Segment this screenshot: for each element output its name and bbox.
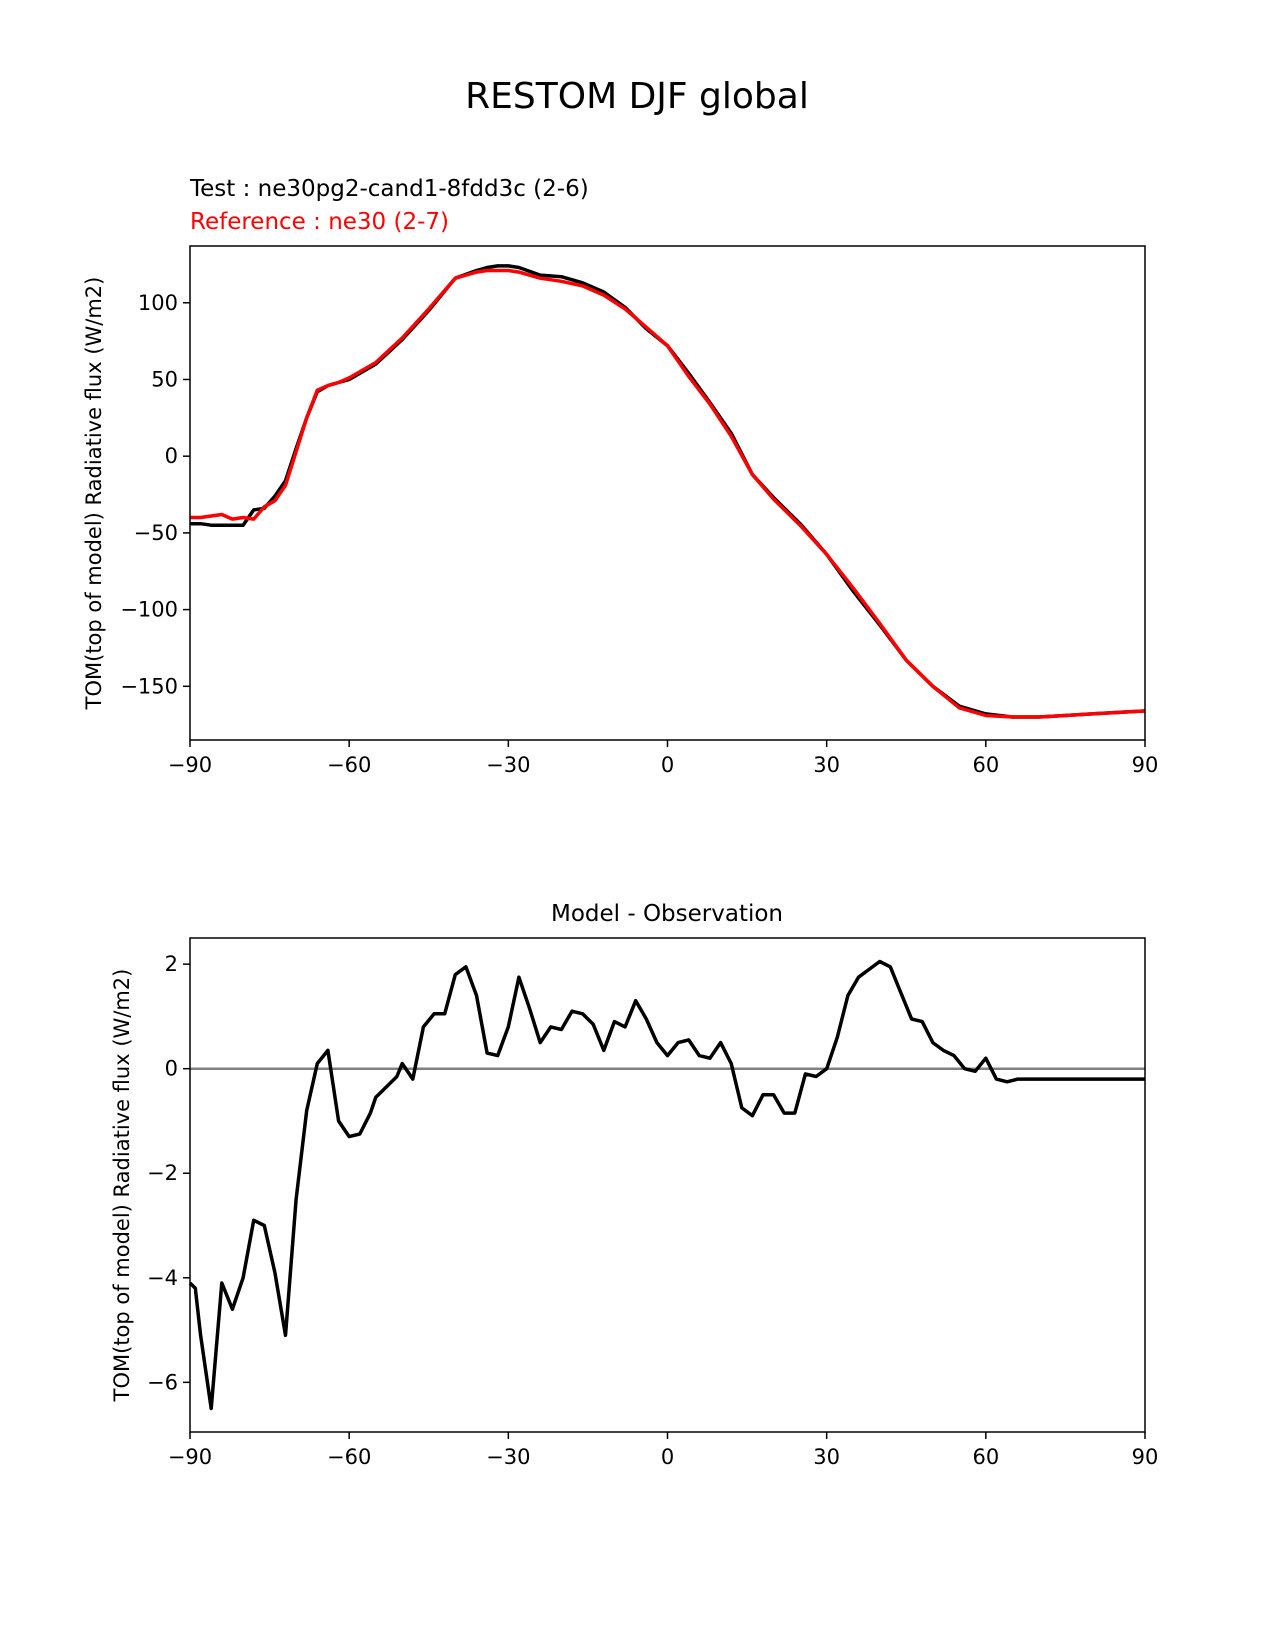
- diff-panel-title: Model - Observation: [551, 901, 783, 927]
- x-tick-label: −30: [486, 753, 530, 777]
- top-panel: −90 −60 −30 0 30 60 90 100 50 0 −50 −100 −150 TOM(top…: [82, 245, 1159, 777]
- x-tick-label: 90: [1132, 753, 1159, 777]
- diff-panel: −90 −60 −30 0 30 60 90 2 0 −2 −4 −6 TOM(top of model…: [110, 937, 1159, 1469]
- x-tick-label: 60: [972, 1445, 999, 1469]
- series-line-model-observation: [188, 959, 1145, 1411]
- y-tick-label: 0: [165, 1057, 178, 1081]
- y-axis-label: TOM(top of model) Radiative flux (W/m2): [110, 969, 134, 1403]
- y-tick-label: −150: [120, 674, 178, 698]
- x-tick-label: 60: [972, 753, 999, 777]
- x-tick-label: −60: [327, 1445, 371, 1469]
- x-tick-label: 30: [813, 1445, 840, 1469]
- y-tick-label: −50: [134, 521, 178, 545]
- y-tick-label: 100: [138, 291, 178, 315]
- x-tick-label: −60: [327, 753, 371, 777]
- axes-frame: [189, 245, 1146, 741]
- y-tick-label: 0: [165, 444, 178, 468]
- y-tick-label: 50: [151, 367, 178, 391]
- x-tick-label: −30: [486, 1445, 530, 1469]
- y-tick-label: 2: [165, 952, 178, 976]
- y-tick-label: −4: [147, 1266, 178, 1290]
- y-tick-label: −6: [147, 1370, 178, 1394]
- figure-title: RESTOM DJF global: [465, 76, 809, 117]
- axes-frame: [189, 937, 1146, 1433]
- series-line-reference: [190, 268, 1146, 719]
- x-tick-label: −90: [168, 1445, 212, 1469]
- x-tick-label: 30: [813, 753, 840, 777]
- x-tick-label: 0: [661, 1445, 674, 1469]
- series-line-test: [190, 264, 1146, 719]
- reference-label: Reference : ne30 (2-7): [190, 209, 449, 235]
- x-tick-label: 90: [1132, 1445, 1159, 1469]
- y-axis-label: TOM(top of model) Radiative flux (W/m2): [82, 277, 106, 711]
- y-tick-label: −100: [120, 598, 178, 622]
- test-label: Test : ne30pg2-cand1-8fdd3c (2-6): [189, 176, 589, 202]
- x-tick-label: 0: [661, 753, 674, 777]
- x-tick-label: −90: [168, 753, 212, 777]
- y-tick-label: −2: [147, 1161, 178, 1185]
